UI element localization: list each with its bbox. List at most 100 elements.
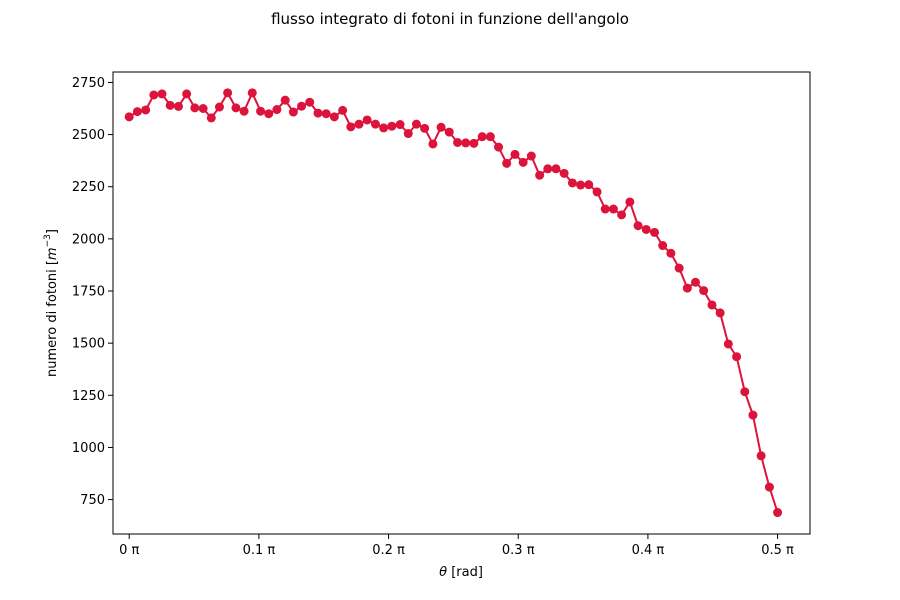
y-axis-label-exponent: −3 — [43, 234, 53, 247]
x-tick-label: 0.5 π — [761, 543, 794, 558]
y-axis-label-unit: m — [45, 247, 60, 260]
y-tick-label: 1750 — [72, 285, 105, 300]
data-point — [633, 221, 643, 231]
data-point — [666, 248, 676, 258]
data-point — [288, 107, 298, 117]
x-tick-label: 0.3 π — [502, 543, 535, 558]
x-tick-label: 0 π — [119, 543, 139, 558]
data-point — [625, 197, 635, 207]
data-point — [149, 90, 159, 100]
data-point — [362, 115, 372, 125]
series-line — [128, 91, 779, 513]
data-point — [313, 108, 323, 118]
data-point — [641, 224, 651, 234]
data-point — [444, 127, 454, 137]
data-point — [428, 139, 438, 149]
y-axis-label: numero di fotoni [m−3] — [43, 229, 60, 377]
x-axis-label-unit: [rad] — [447, 565, 483, 580]
data-point — [214, 102, 224, 112]
data-point — [518, 157, 528, 167]
data-point — [567, 178, 577, 188]
x-axis-label: θ [rad] — [439, 565, 483, 580]
y-axis-label-close: ] — [45, 229, 60, 234]
data-point — [576, 180, 586, 190]
data-point — [732, 352, 742, 362]
data-point — [280, 95, 290, 105]
data-point — [264, 109, 274, 119]
data-point — [453, 137, 463, 147]
data-point — [592, 187, 602, 197]
data-point — [650, 227, 660, 237]
data-point — [690, 277, 700, 287]
data-point — [526, 151, 536, 161]
y-tick-label: 750 — [80, 493, 105, 508]
data-point — [707, 300, 717, 310]
data-point — [543, 164, 553, 174]
data-point — [723, 339, 733, 349]
data-point — [510, 149, 520, 159]
data-point — [354, 119, 364, 129]
y-tick-label: 2000 — [72, 232, 105, 247]
data-point — [756, 451, 766, 461]
x-axis-label-variable: θ — [439, 565, 447, 580]
data-point — [173, 101, 183, 111]
data-point — [395, 120, 405, 130]
data-point — [608, 204, 618, 214]
data-point — [502, 158, 512, 168]
data-point — [206, 113, 216, 123]
data-point — [420, 123, 430, 133]
y-tick-label: 1500 — [72, 337, 105, 352]
data-point — [584, 180, 594, 190]
data-point — [231, 103, 241, 113]
data-point — [559, 168, 569, 178]
y-tick-label: 1250 — [72, 389, 105, 404]
data-point — [338, 105, 348, 115]
data-point — [551, 164, 561, 174]
data-point — [469, 138, 479, 148]
y-tick-label: 2500 — [72, 128, 105, 143]
data-point — [329, 112, 339, 122]
chart-title: flusso integrato di fotoni in funzione d… — [271, 10, 629, 28]
data-point — [461, 138, 471, 148]
data-point — [223, 88, 233, 98]
data-point — [132, 107, 142, 117]
data-point — [256, 106, 266, 116]
data-point — [239, 106, 249, 116]
data-point — [477, 132, 487, 142]
data-point — [297, 101, 307, 111]
data-point — [157, 89, 167, 99]
data-point — [403, 129, 413, 139]
data-point — [411, 119, 421, 129]
y-tick-label: 1000 — [72, 441, 105, 456]
data-point — [715, 308, 725, 318]
data-point — [773, 508, 783, 518]
data-point — [379, 123, 389, 133]
data-point — [436, 122, 446, 132]
data-point — [617, 210, 627, 220]
data-point — [190, 103, 200, 113]
data-point — [600, 204, 610, 214]
y-axis-label-text: numero di fotoni [ — [45, 260, 60, 377]
data-point — [305, 97, 315, 107]
series-layer — [124, 88, 783, 518]
data-point — [247, 88, 257, 98]
data-point — [141, 105, 151, 115]
data-point — [764, 482, 774, 492]
data-point — [198, 104, 208, 114]
data-point — [321, 109, 331, 119]
data-point — [272, 105, 282, 115]
data-point — [535, 170, 545, 180]
plot-frame — [112, 71, 811, 535]
data-point — [165, 100, 175, 110]
data-point — [740, 387, 750, 397]
y-tick-label: 2750 — [72, 76, 105, 91]
data-point — [346, 122, 356, 132]
y-tick-label: 2250 — [72, 180, 105, 195]
y-axis: 750 1000 1250 1500 1750 2000 2250 2500 2750 — [72, 76, 113, 508]
x-tick-label: 0.1 π — [243, 543, 276, 558]
x-tick-label: 0.2 π — [372, 543, 405, 558]
data-point — [748, 410, 758, 420]
data-point — [387, 121, 397, 131]
data-point — [370, 119, 380, 129]
